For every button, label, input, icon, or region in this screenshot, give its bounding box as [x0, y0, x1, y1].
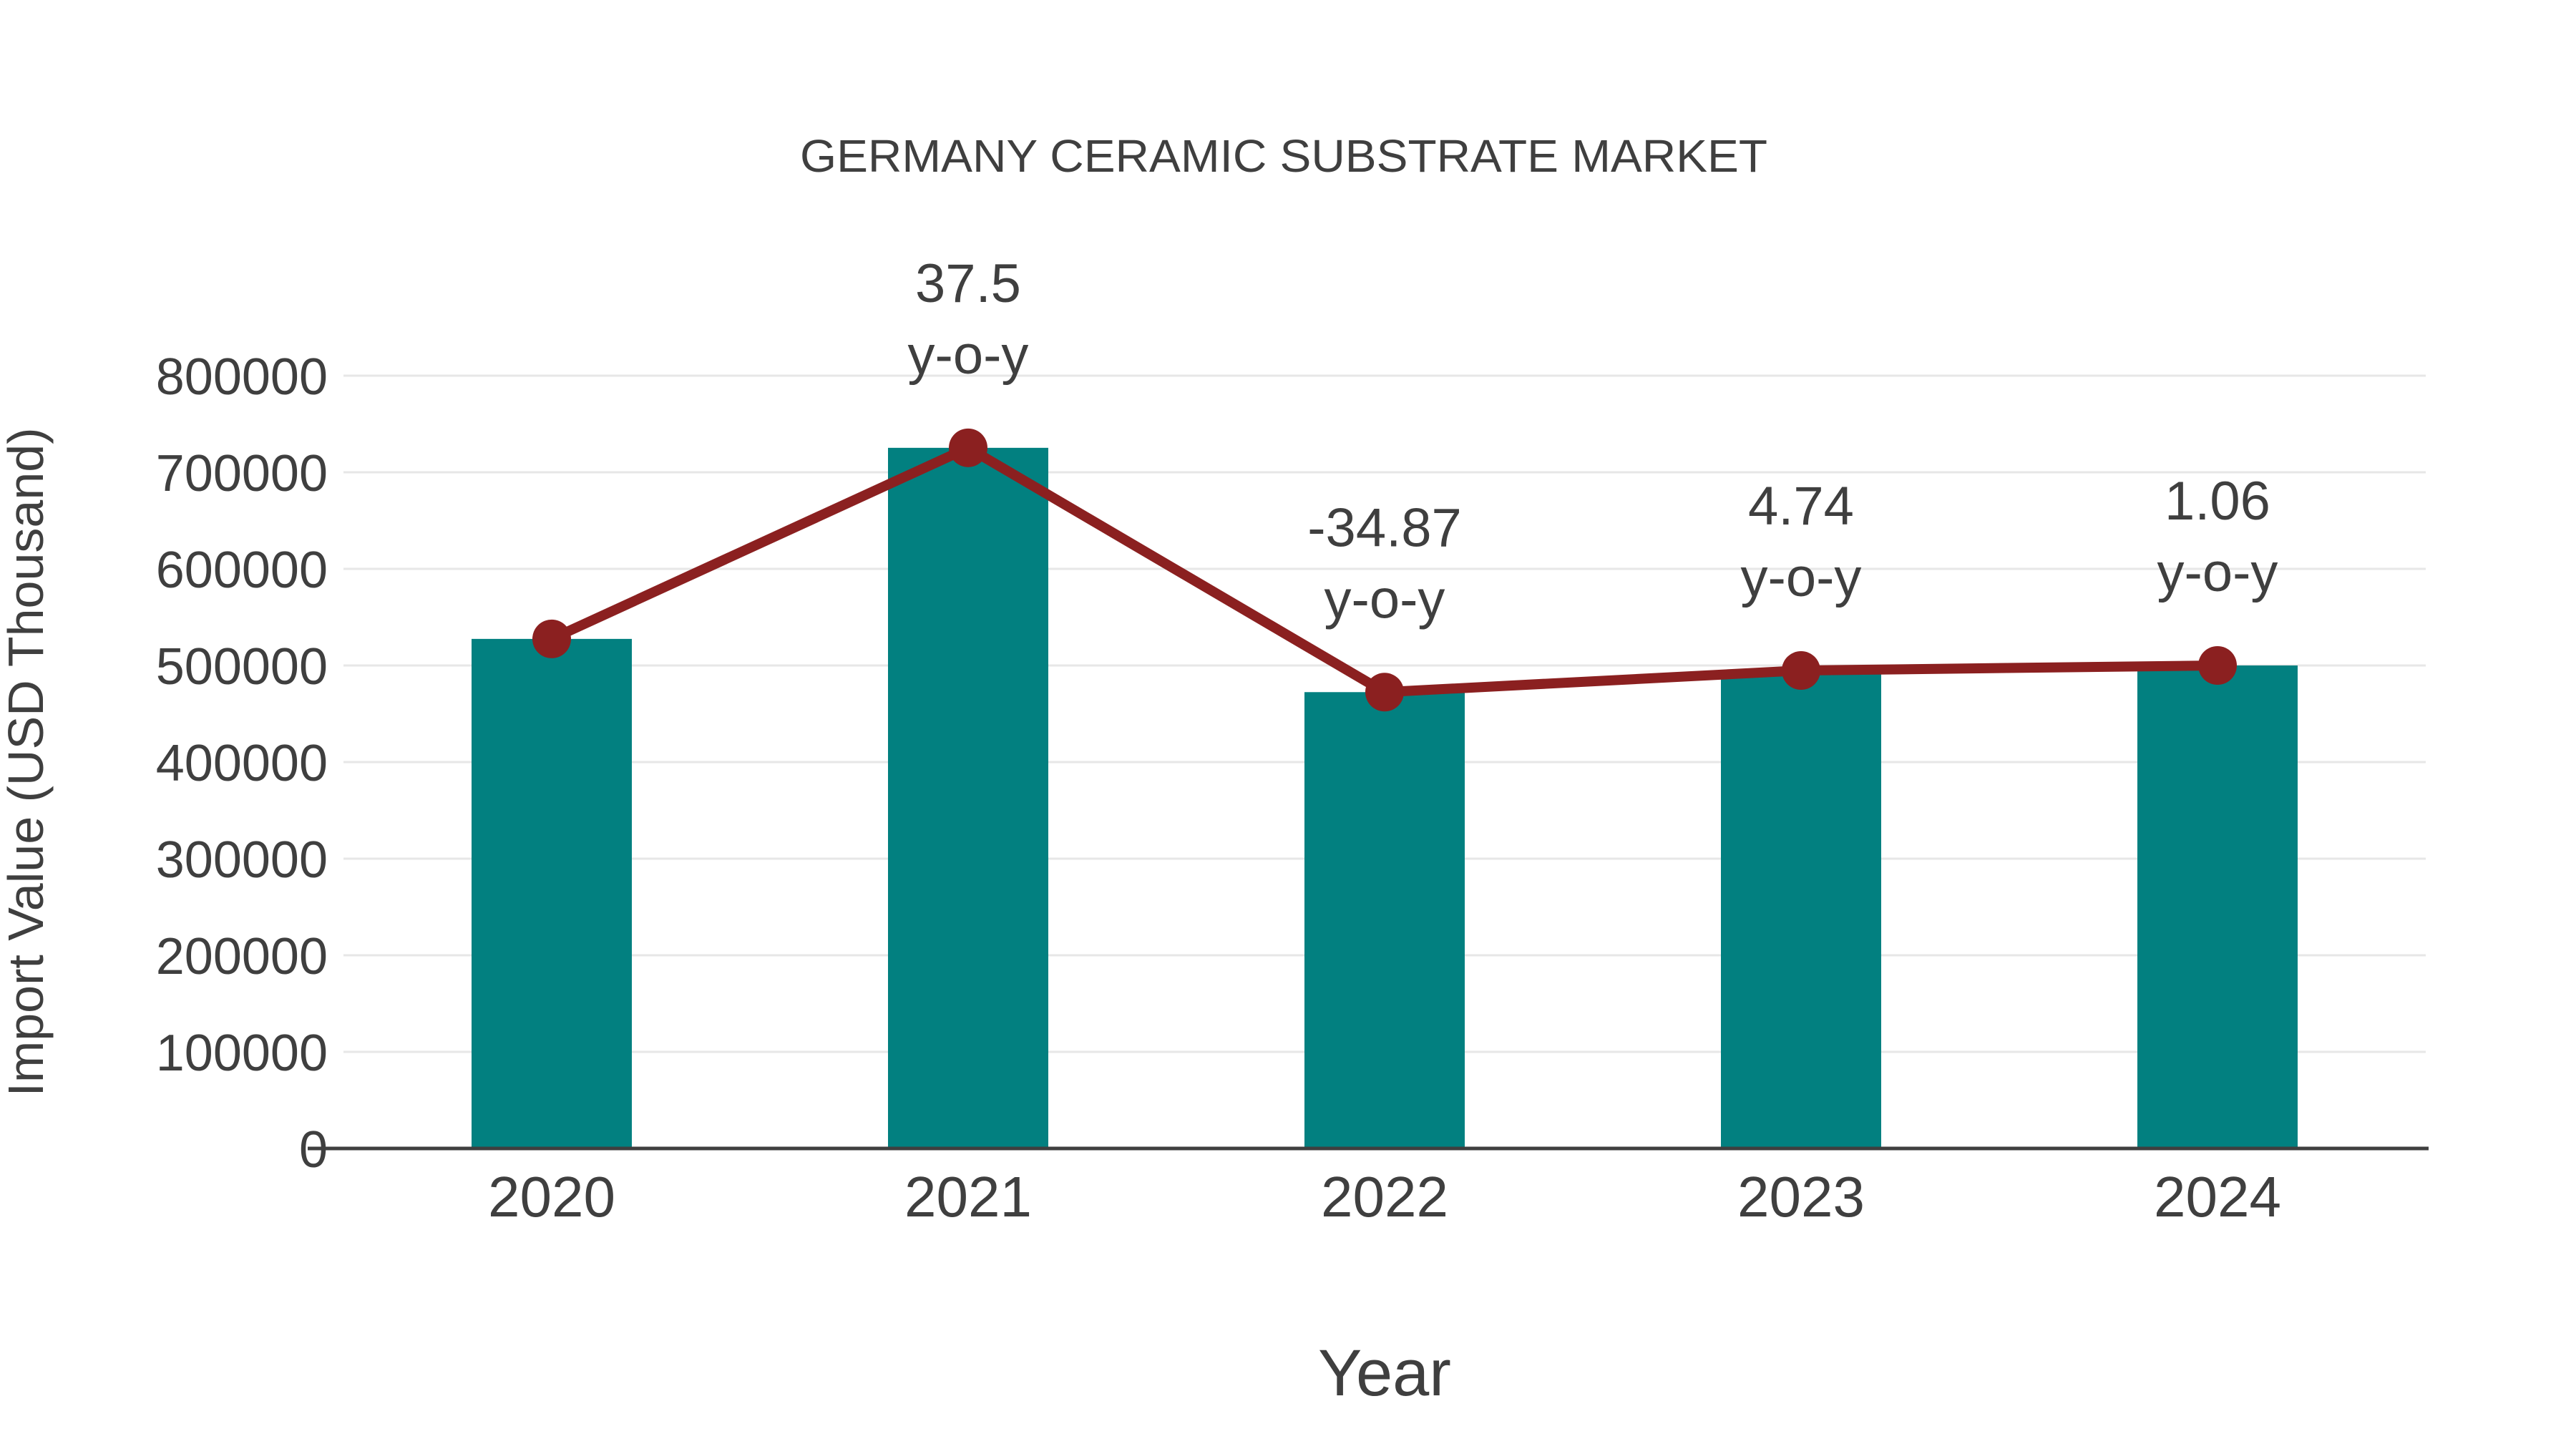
line-marker: [1782, 651, 1820, 691]
y-tick-label: 100000: [156, 1025, 328, 1082]
annotation-value: -34.87: [1307, 497, 1462, 558]
y-tick-label: 500000: [156, 638, 328, 696]
x-tick-label: 2023: [1737, 1165, 1865, 1229]
line-marker: [1365, 673, 1404, 712]
line-marker: [2198, 646, 2237, 685]
annotations-group: 37.5 y-o-y -34.87 y-o-y 4.74 y-o-y 1.06 y-o-y: [908, 253, 2278, 630]
annotation-value: 37.5: [915, 253, 1021, 314]
y-tick-label: 300000: [156, 831, 328, 889]
line-marker: [532, 619, 571, 658]
y-tick-label: 200000: [156, 928, 328, 985]
bar: [1721, 670, 1881, 1148]
chart-title: GERMANY CERAMIC SUBSTRATE MARKET: [800, 130, 1767, 182]
x-tick-label: 2020: [488, 1165, 615, 1229]
bar: [888, 447, 1048, 1148]
x-tick-label: 2021: [904, 1165, 1032, 1229]
y-tick-label: 800000: [156, 348, 328, 406]
bar: [2137, 665, 2298, 1148]
x-axis-title: Year: [1318, 1337, 1451, 1410]
annotation-suffix: y-o-y: [1741, 547, 1862, 608]
annotation-suffix: y-o-y: [2157, 542, 2278, 603]
y-tick-label: 400000: [156, 735, 328, 792]
y-tick-label: 600000: [156, 542, 328, 599]
y-axis-title: Import Value (USD Thousand): [0, 427, 54, 1096]
line-series-group: [532, 428, 2237, 712]
bar: [472, 638, 632, 1148]
y-tick-label: 700000: [156, 445, 328, 502]
annotation-value: 1.06: [2165, 471, 2270, 532]
annotation-suffix: y-o-y: [908, 325, 1029, 386]
bars-group: [472, 447, 2298, 1148]
x-tick-label: 2024: [2154, 1165, 2281, 1229]
y-axis-ticks-group: 0100000200000300000400000500000600000700…: [156, 348, 328, 1179]
x-tick-label: 2022: [1321, 1165, 1448, 1229]
bar: [1304, 692, 1465, 1148]
x-axis-ticks-group: 2020 2021 2022 2023 2024: [488, 1165, 2281, 1229]
annotation-suffix: y-o-y: [1324, 569, 1445, 630]
line-marker: [949, 428, 987, 467]
annotation-value: 4.74: [1748, 476, 1854, 537]
